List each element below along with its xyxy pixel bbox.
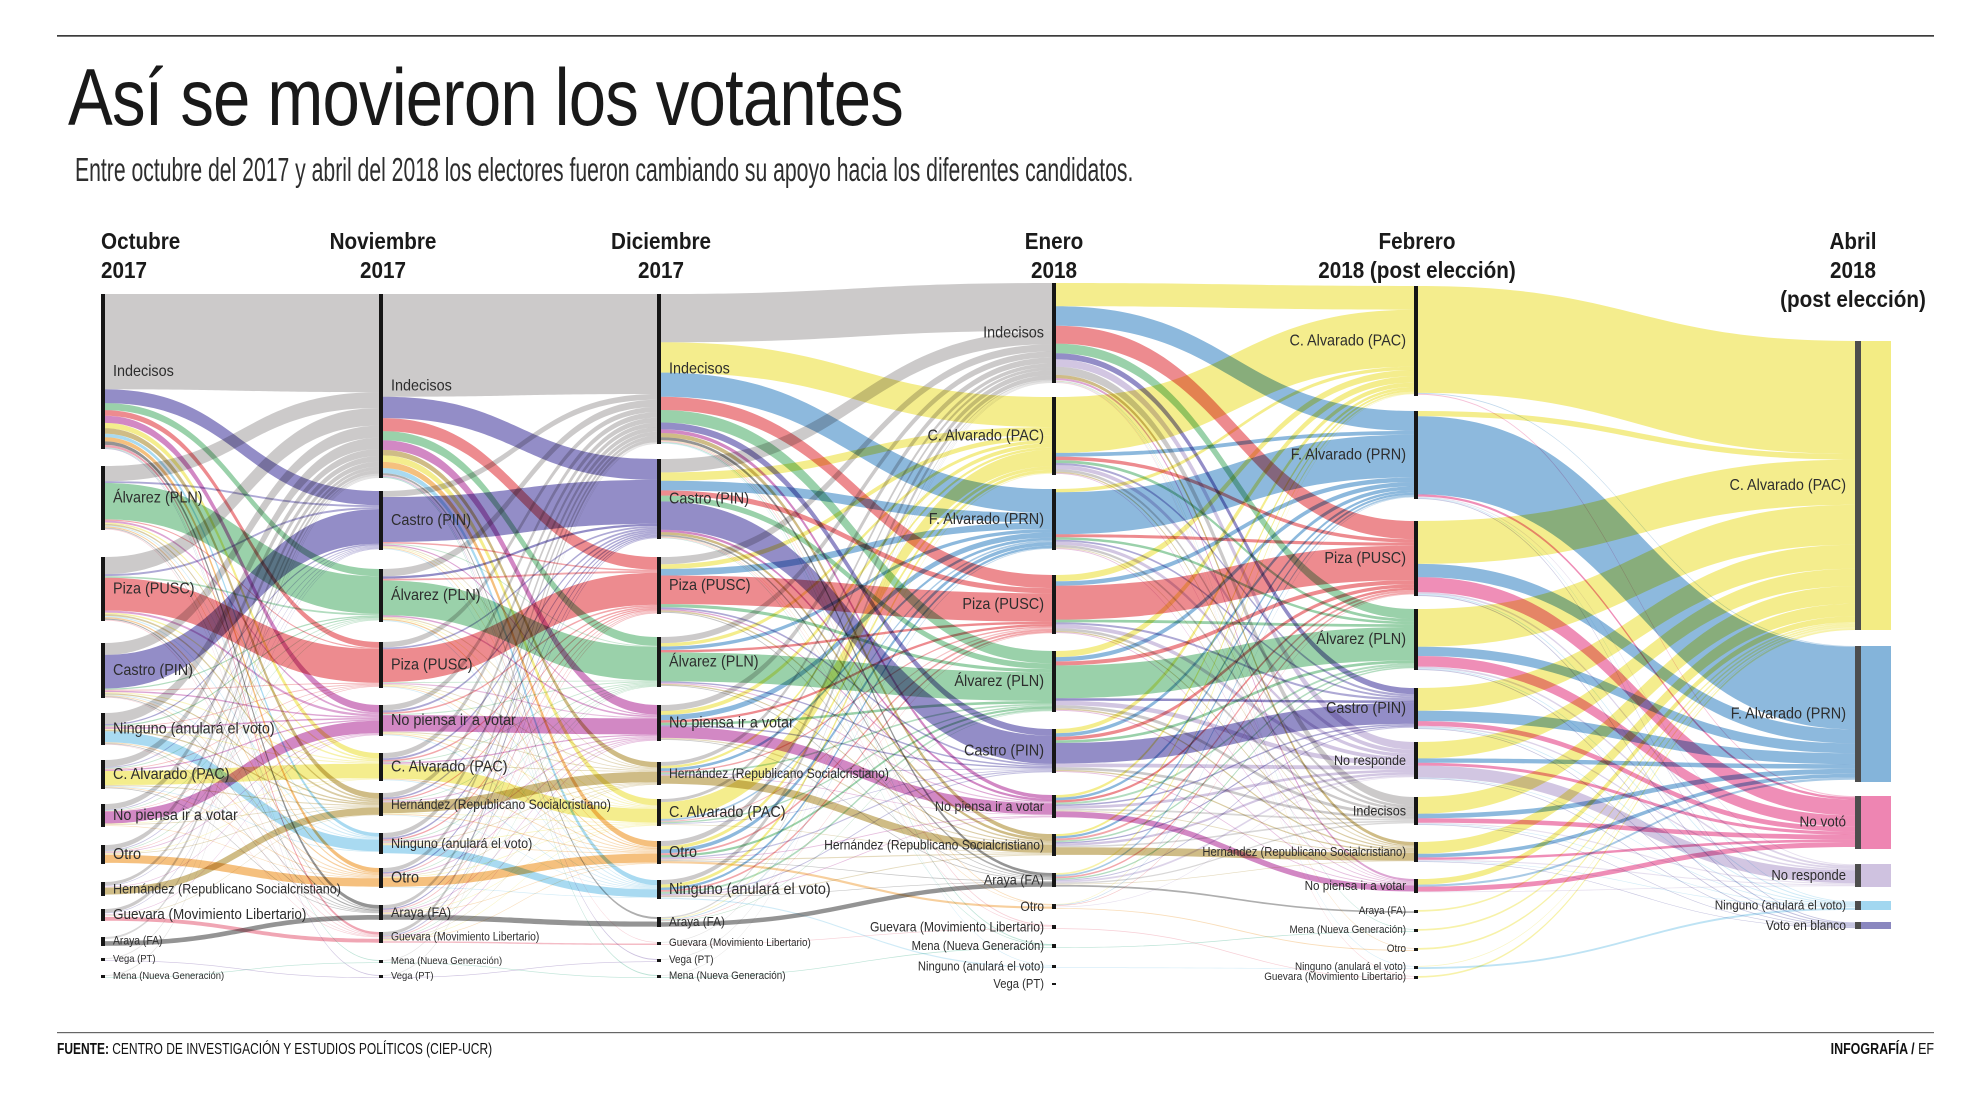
svg-text:Álvarez (PLN): Álvarez (PLN) [954,673,1044,691]
svg-text:Octubre: Octubre [101,228,180,255]
svg-text:C. Alvarado (PAC): C. Alvarado (PAC) [391,758,508,776]
svg-text:Ninguno (anulará el voto): Ninguno (anulará el voto) [669,881,831,899]
svg-text:Noviembre: Noviembre [330,228,437,255]
svg-text:Ninguno (anulará el voto): Ninguno (anulará el voto) [1715,898,1846,913]
svg-text:Vega (PT): Vega (PT) [113,954,155,966]
svg-text:No responde: No responde [1771,868,1846,884]
svg-text:Araya (FA): Araya (FA) [1359,906,1406,918]
svg-text:Otro: Otro [1020,899,1044,915]
svg-text:Hernández (Republicano Socialc: Hernández (Republicano Socialcristiano) [391,797,611,813]
svg-text:Ninguno (anulará el voto): Ninguno (anulará el voto) [1295,962,1406,974]
svg-text:Entre octubre del 2017 y abril: Entre octubre del 2017 y abril del 2018 … [75,151,1133,188]
svg-text:Castro (PIN): Castro (PIN) [964,742,1044,760]
svg-text:F. Alvarado (PRN): F. Alvarado (PRN) [1291,446,1406,464]
svg-text:Hernández (Republicano Socialc: Hernández (Republicano Socialcristiano) [669,766,889,782]
svg-text:Hernández (Republicano Socialc: Hernández (Republicano Socialcristiano) [824,837,1044,853]
svg-text:Indecisos: Indecisos [113,363,174,381]
svg-text:Álvarez (PLN): Álvarez (PLN) [391,587,481,605]
svg-text:Piza (PUSC): Piza (PUSC) [391,656,473,674]
svg-text:No piensa ir a votar: No piensa ir a votar [391,712,516,730]
svg-text:C. Alvarado (PAC): C. Alvarado (PAC) [927,427,1044,445]
svg-text:2018: 2018 [1031,257,1077,284]
svg-text:Vega (PT): Vega (PT) [391,971,433,983]
svg-text:Otro: Otro [1387,944,1406,956]
svg-text:Araya (FA): Araya (FA) [113,935,162,948]
svg-text:Indecisos: Indecisos [1353,803,1406,819]
svg-text:Indecisos: Indecisos [391,377,452,395]
svg-text:C. Alvarado (PAC): C. Alvarado (PAC) [1729,477,1846,495]
svg-text:Ninguno (anulará el voto): Ninguno (anulará el voto) [391,836,532,852]
svg-text:Castro (PIN): Castro (PIN) [669,490,749,508]
svg-text:Ninguno (anulará el voto): Ninguno (anulará el voto) [113,720,275,738]
svg-text:Guevara (Movimiento Libertario: Guevara (Movimiento Libertario) [870,919,1044,935]
svg-text:F. Alvarado (PRN): F. Alvarado (PRN) [1731,705,1846,723]
svg-text:Guevara (Movimiento Libertario: Guevara (Movimiento Libertario) [1264,972,1406,984]
svg-text:No piensa ir a votar: No piensa ir a votar [1305,879,1406,894]
svg-text:Álvarez (PLN): Álvarez (PLN) [113,489,203,507]
svg-text:FUENTE: CENTRO DE INVESTIGACIÓ: FUENTE: CENTRO DE INVESTIGACIÓN Y ESTUDI… [57,1039,492,1057]
svg-text:Guevara (Movimiento Libertario: Guevara (Movimiento Libertario) [113,907,306,924]
svg-text:Araya (FA): Araya (FA) [391,905,451,921]
svg-text:Araya (FA): Araya (FA) [984,872,1044,888]
svg-text:Otro: Otro [113,846,141,864]
svg-text:Piza (PUSC): Piza (PUSC) [962,596,1044,614]
svg-text:No responde: No responde [1334,753,1406,769]
svg-text:Febrero: Febrero [1379,228,1456,255]
svg-text:Indecisos: Indecisos [983,324,1044,342]
svg-text:2018 (post elección): 2018 (post elección) [1318,257,1516,284]
svg-text:Hernández (Republicano Socialc: Hernández (Republicano Socialcristiano) [1202,845,1406,860]
svg-text:Enero: Enero [1025,228,1084,255]
svg-text:No piensa ir a votar: No piensa ir a votar [935,799,1045,815]
svg-text:C. Alvarado (PAC): C. Alvarado (PAC) [1289,332,1406,350]
svg-text:2017: 2017 [101,257,147,284]
svg-text:Guevara (Movimiento Libertario: Guevara (Movimiento Libertario) [669,938,811,950]
svg-text:Castro (PIN): Castro (PIN) [391,512,471,530]
svg-text:Mena (Nueva Generación): Mena (Nueva Generación) [1289,925,1406,937]
svg-text:Otro: Otro [391,869,419,887]
svg-text:Piza (PUSC): Piza (PUSC) [1324,550,1406,568]
svg-text:Piza (PUSC): Piza (PUSC) [669,577,751,595]
svg-text:Indecisos: Indecisos [669,360,730,378]
svg-text:2018: 2018 [1830,257,1876,284]
svg-text:Araya (FA): Araya (FA) [669,915,725,930]
svg-text:Vega (PT): Vega (PT) [669,955,714,967]
svg-text:2017: 2017 [360,257,406,284]
svg-text:Castro (PIN): Castro (PIN) [1326,700,1406,718]
svg-text:No piensa ir a votar: No piensa ir a votar [113,807,238,825]
svg-text:Hernández (Republicano Socialc: Hernández (Republicano Socialcristiano) [113,881,341,897]
svg-text:C. Alvarado (PAC): C. Alvarado (PAC) [113,766,230,784]
svg-text:Castro (PIN): Castro (PIN) [113,662,193,680]
svg-text:2017: 2017 [638,257,684,284]
svg-text:Álvarez (PLN): Álvarez (PLN) [1316,631,1406,649]
svg-text:Ninguno (anulará el voto): Ninguno (anulará el voto) [918,959,1044,974]
svg-text:(post elección): (post elección) [1780,286,1926,313]
svg-text:Piza (PUSC): Piza (PUSC) [113,580,195,598]
svg-text:No piensa ir a votar: No piensa ir a votar [669,714,794,732]
svg-text:Mena (Nueva Generación): Mena (Nueva Generación) [391,956,502,968]
svg-text:Guevara (Movimiento Libertario: Guevara (Movimiento Libertario) [391,931,539,944]
svg-text:Mena (Nueva Generación): Mena (Nueva Generación) [912,939,1044,954]
svg-text:Voto en blanco: Voto en blanco [1766,918,1846,934]
svg-text:C. Alvarado (PAC): C. Alvarado (PAC) [669,804,786,822]
svg-text:No votó: No votó [1800,814,1847,831]
svg-text:F. Alvarado (PRN): F. Alvarado (PRN) [929,511,1044,529]
svg-text:Álvarez (PLN): Álvarez (PLN) [669,653,759,671]
svg-text:Así se movieron los votantes: Así se movieron los votantes [68,52,903,142]
svg-text:Mena (Nueva Generación): Mena (Nueva Generación) [113,971,224,983]
svg-text:Mena (Nueva Generación): Mena (Nueva Generación) [669,971,786,983]
svg-text:Diciembre: Diciembre [611,228,711,255]
svg-text:Abril: Abril [1829,228,1876,255]
svg-text:Otro: Otro [669,844,697,862]
svg-text:INFOGRAFÍA / EF: INFOGRAFÍA / EF [1831,1040,1935,1059]
svg-text:Vega (PT): Vega (PT) [993,977,1044,992]
